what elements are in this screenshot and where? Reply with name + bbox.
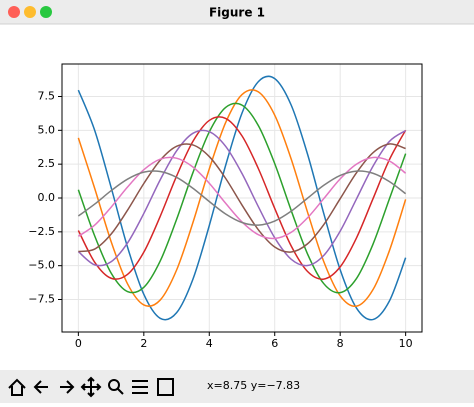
minimize-button[interactable]: [24, 6, 36, 18]
line: [77, 116, 407, 280]
line: [77, 129, 407, 267]
pan-button[interactable]: [80, 376, 102, 398]
title-bar: [0, 0, 474, 24]
x-tick-label: 6: [271, 337, 278, 350]
configure-button[interactable]: [132, 380, 148, 394]
y-tick-label: −7.5: [28, 293, 55, 306]
zoom-button[interactable]: [40, 6, 52, 18]
x-tick-label: 10: [399, 337, 413, 350]
zoom-tool-button[interactable]: [108, 379, 120, 391]
x-tick-label: 0: [75, 337, 82, 350]
toolbar: [0, 370, 474, 403]
y-tick-label: −5.0: [28, 259, 55, 272]
close-button[interactable]: [8, 6, 20, 18]
save-button[interactable]: [157, 378, 174, 396]
line: [77, 102, 407, 294]
x-tick-label: 4: [206, 337, 213, 350]
forward-button[interactable]: [60, 380, 75, 394]
window-title: Figure 1: [209, 6, 265, 20]
back-button[interactable]: [33, 380, 48, 394]
plot-frame: [61, 63, 423, 333]
cursor-status: x=8.75 y=−7.83: [207, 379, 300, 392]
line: [77, 170, 407, 226]
x-tick-label: 2: [140, 337, 147, 350]
zoom-tool-handle: [117, 388, 124, 395]
y-tick-label: −2.5: [28, 225, 55, 238]
x-tick-label: 8: [337, 337, 344, 350]
y-tick-label: 0.0: [38, 191, 56, 204]
y-tick-label: 2.5: [38, 157, 56, 170]
y-tick-label: 5.0: [38, 123, 56, 136]
y-tick-label: 7.5: [38, 89, 56, 102]
home-button[interactable]: [8, 378, 26, 396]
toolbar-buttons: [8, 376, 174, 398]
line: [78, 143, 406, 253]
line: [77, 75, 407, 321]
